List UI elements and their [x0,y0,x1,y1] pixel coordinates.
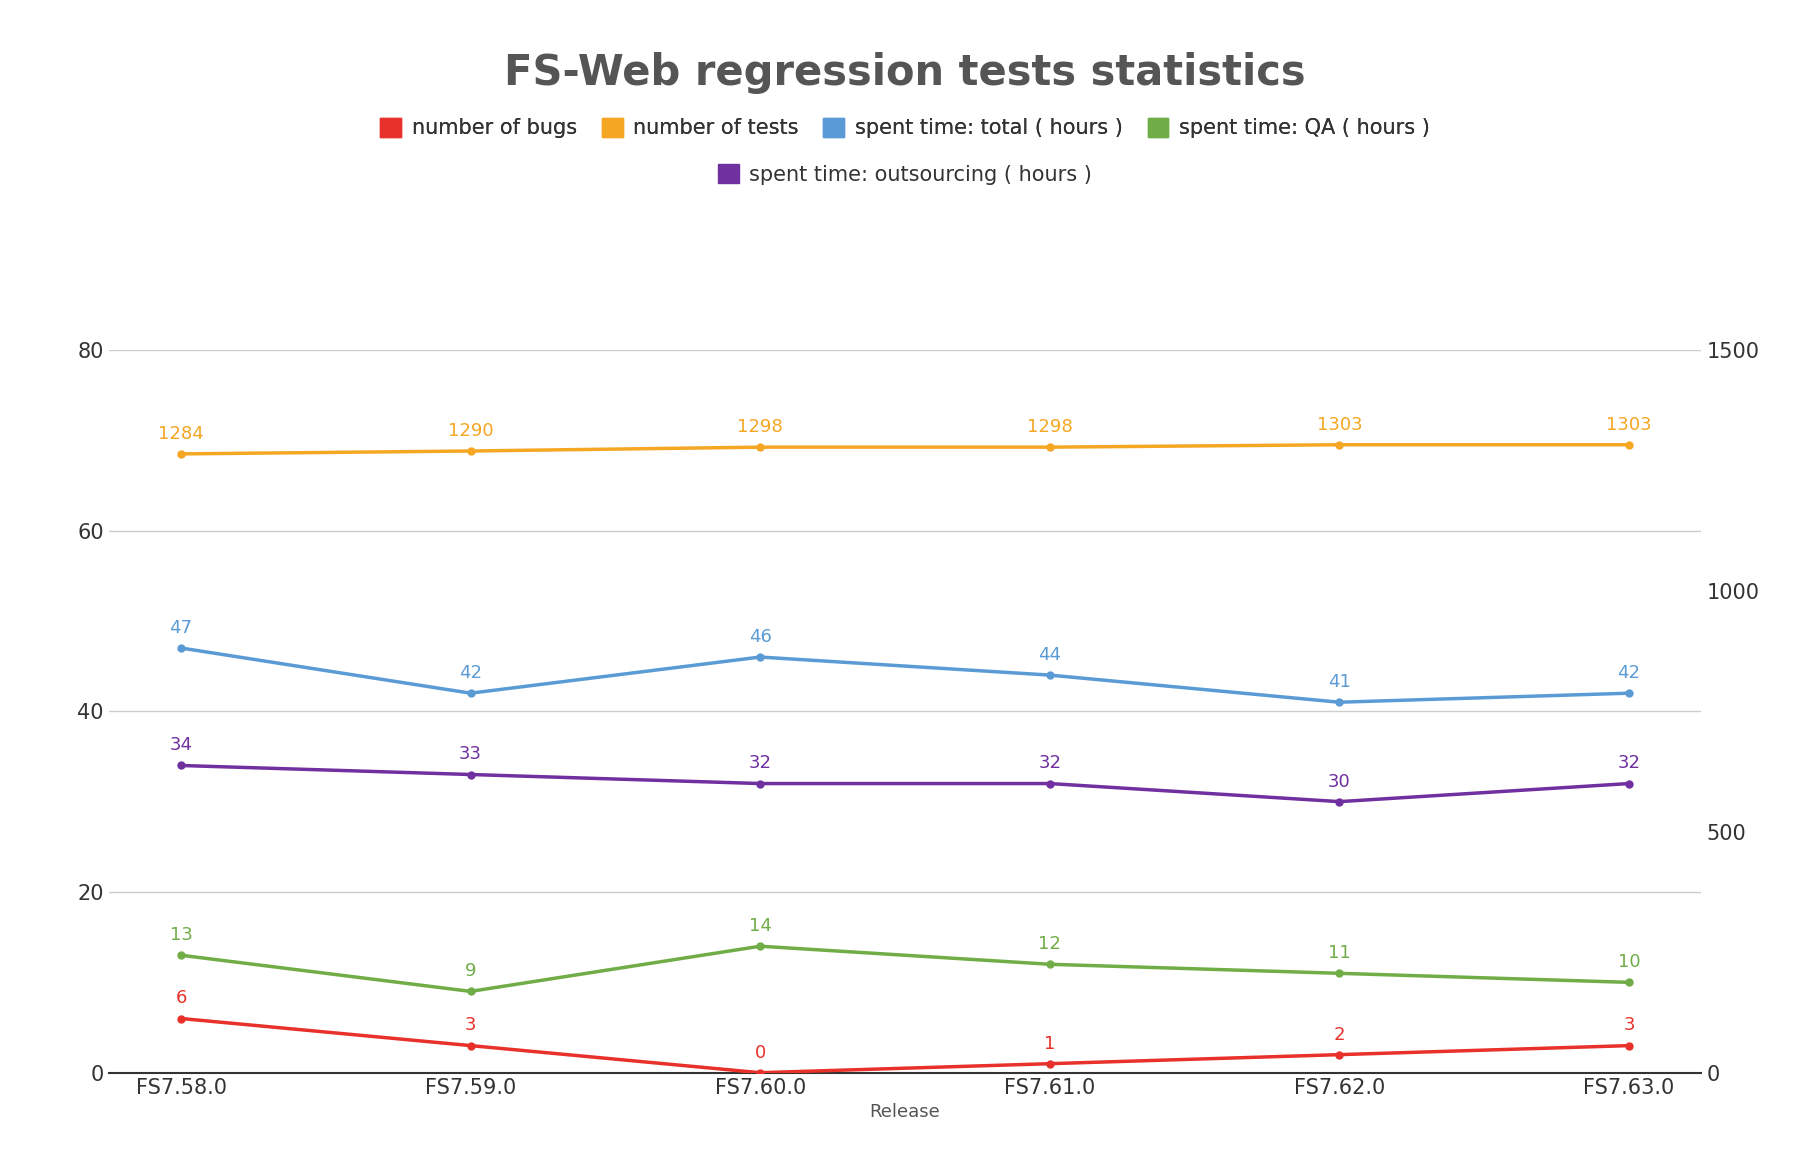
Text: 46: 46 [749,628,771,646]
Text: 41: 41 [1329,673,1350,691]
spent time: outsourcing ( hours ): (2, 32): outsourcing ( hours ): (2, 32) [749,777,771,791]
Text: 3: 3 [465,1017,476,1034]
number of tests [1329,437,1350,451]
Text: 34: 34 [170,737,192,754]
spent time: QA ( hours ): (4, 11): QA ( hours ): (4, 11) [1329,967,1350,981]
Text: 32: 32 [1618,754,1640,772]
Line: spent time: QA ( hours ): spent time: QA ( hours ) [177,943,1633,995]
Text: 30: 30 [1329,773,1350,791]
Text: 1303: 1303 [1316,415,1363,434]
Text: 1290: 1290 [447,422,494,440]
spent time: outsourcing ( hours ): (3, 32): outsourcing ( hours ): (3, 32) [1039,777,1061,791]
spent time: total ( hours ): (2, 46): total ( hours ): (2, 46) [749,649,771,663]
number of tests [1618,437,1640,451]
Text: 11: 11 [1329,944,1350,962]
Text: 1284: 1284 [157,424,205,443]
Text: 10: 10 [1618,954,1640,971]
spent time: outsourcing ( hours ): (4, 30): outsourcing ( hours ): (4, 30) [1329,795,1350,809]
number of bugs [1329,1047,1350,1061]
number of tests [460,444,481,458]
spent time: total ( hours ): (4, 41): total ( hours ): (4, 41) [1329,695,1350,709]
Text: FS-Web regression tests statistics: FS-Web regression tests statistics [505,52,1305,94]
Line: number of bugs: number of bugs [177,1016,1633,1076]
spent time: total ( hours ): (1, 42): total ( hours ): (1, 42) [460,686,481,700]
Text: 1: 1 [1044,1034,1055,1053]
spent time: outsourcing ( hours ): (1, 33): outsourcing ( hours ): (1, 33) [460,767,481,781]
Line: spent time: total ( hours ): spent time: total ( hours ) [177,645,1633,705]
Text: 0: 0 [755,1044,766,1061]
spent time: QA ( hours ): (5, 10): QA ( hours ): (5, 10) [1618,975,1640,989]
Text: 32: 32 [749,754,771,772]
spent time: total ( hours ): (0, 47): total ( hours ): (0, 47) [170,641,192,655]
Text: 47: 47 [170,619,192,637]
spent time: QA ( hours ): (0, 13): QA ( hours ): (0, 13) [170,948,192,962]
Text: 1298: 1298 [737,419,784,436]
number of bugs [1039,1056,1061,1070]
Line: number of tests: number of tests [177,441,1633,457]
Line: spent time: outsourcing ( hours ): spent time: outsourcing ( hours ) [177,763,1633,805]
Text: 3: 3 [1624,1017,1634,1034]
Text: 44: 44 [1039,646,1061,663]
spent time: QA ( hours ): (3, 12): QA ( hours ): (3, 12) [1039,957,1061,971]
Text: 42: 42 [460,665,481,682]
number of bugs [1618,1039,1640,1053]
number of tests [1039,440,1061,454]
Legend: number of bugs, number of tests, spent time: total ( hours ), spent time: QA ( h: number of bugs, number of tests, spent t… [373,110,1437,147]
X-axis label: Release: Release [869,1103,941,1122]
spent time: total ( hours ): (3, 44): total ( hours ): (3, 44) [1039,668,1061,682]
Legend: spent time: outsourcing ( hours ): spent time: outsourcing ( hours ) [710,156,1100,194]
Text: 42: 42 [1618,665,1640,682]
Text: 6: 6 [176,990,186,1007]
number of bugs [749,1066,771,1080]
spent time: outsourcing ( hours ): (0, 34): outsourcing ( hours ): (0, 34) [170,759,192,773]
spent time: QA ( hours ): (2, 14): QA ( hours ): (2, 14) [749,940,771,954]
Text: 1303: 1303 [1605,415,1653,434]
number of tests [749,440,771,454]
number of bugs [170,1011,192,1026]
Text: 12: 12 [1039,935,1061,953]
Text: 14: 14 [749,918,771,935]
Text: 33: 33 [460,745,481,764]
Text: 1298: 1298 [1026,419,1073,436]
number of bugs [460,1039,481,1053]
Text: 32: 32 [1039,754,1061,772]
spent time: outsourcing ( hours ): (5, 32): outsourcing ( hours ): (5, 32) [1618,777,1640,791]
Text: 13: 13 [170,926,192,944]
Text: 9: 9 [465,962,476,981]
Text: 2: 2 [1334,1026,1345,1044]
number of tests [170,447,192,461]
spent time: total ( hours ): (5, 42): total ( hours ): (5, 42) [1618,686,1640,700]
spent time: QA ( hours ): (1, 9): QA ( hours ): (1, 9) [460,984,481,998]
